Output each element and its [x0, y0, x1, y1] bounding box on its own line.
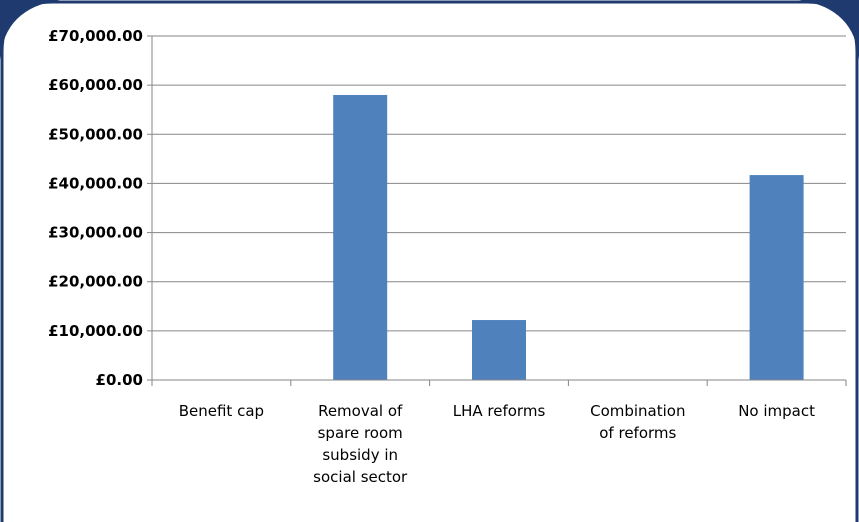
- x-tick-labels: Benefit cap Removal of spare room subsidy i…: [179, 402, 815, 486]
- y-tick-label: £20,000.00: [48, 273, 143, 291]
- bar: [333, 94, 388, 380]
- y-tick-label: £40,000.00: [48, 174, 143, 192]
- x-tick-label: LHA reforms: [453, 402, 546, 420]
- y-tick-label: £30,000.00: [48, 224, 143, 242]
- bar: [472, 320, 526, 380]
- y-tick-label: £50,000.00: [48, 125, 143, 143]
- y-tick-label: £10,000.00: [48, 322, 143, 340]
- y-tick-label: £70,000.00: [48, 27, 143, 45]
- x-tick-label: Combination of reforms: [590, 402, 685, 442]
- y-tick-labels: £0.00 £10,000.00 £20,000.00 £30,000.00 £40,0…: [48, 27, 143, 389]
- x-tick-label: Benefit cap: [179, 402, 264, 420]
- bars: [333, 94, 804, 380]
- corner-decoration-right: [799, 0, 859, 60]
- x-tick-label: No impact: [738, 402, 815, 420]
- y-tick-label: £60,000.00: [48, 76, 143, 94]
- corner-decoration-left: [0, 0, 60, 60]
- axes: [151, 36, 847, 386]
- y-tick-label: £0.00: [96, 371, 143, 389]
- x-tick-label: Removal of spare room subsidy in social sec…: [313, 402, 408, 486]
- bar: [749, 175, 804, 380]
